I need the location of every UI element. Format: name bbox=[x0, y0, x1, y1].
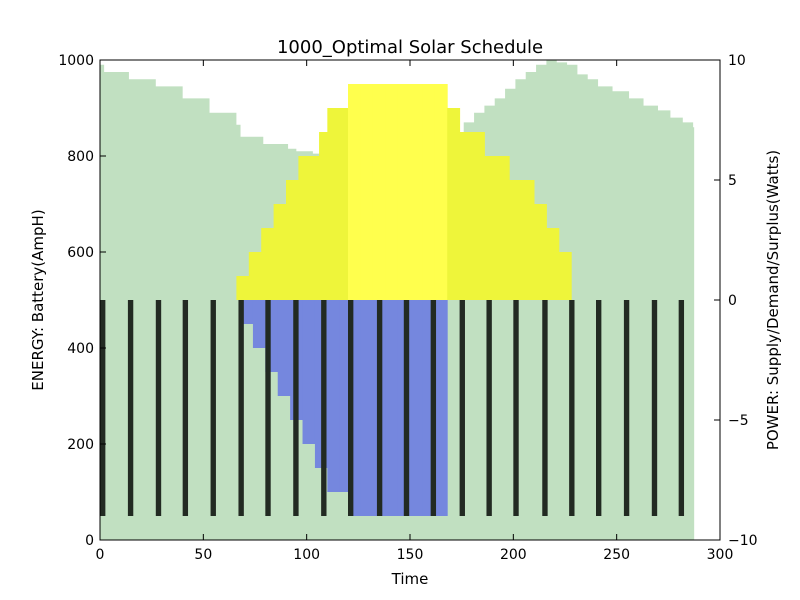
demand-bar bbox=[651, 300, 658, 516]
demand-bar bbox=[569, 300, 575, 516]
supply-bar bbox=[546, 228, 560, 300]
demand-bar bbox=[513, 300, 519, 516]
demand-bar bbox=[542, 300, 548, 516]
supply-bar bbox=[273, 204, 287, 300]
x-tick-label: 0 bbox=[96, 547, 105, 563]
demand-bar bbox=[238, 300, 244, 516]
y-axis-left-label: ENERGY: Battery(AmpH) bbox=[29, 209, 47, 390]
supply-bar bbox=[459, 132, 473, 300]
x-tick-label: 100 bbox=[293, 547, 320, 563]
surplus-bar bbox=[410, 300, 423, 516]
y-right-tick-label: −5 bbox=[728, 413, 749, 429]
surplus-bar bbox=[252, 300, 266, 348]
y-right-tick-label: −10 bbox=[728, 533, 758, 549]
supply-bar bbox=[385, 84, 399, 300]
y-left-tick-label: 0 bbox=[85, 533, 94, 549]
y-right-tick-label: 5 bbox=[728, 173, 737, 189]
demand-bar bbox=[376, 300, 383, 516]
x-tick-label: 150 bbox=[397, 547, 424, 563]
supply-bar bbox=[472, 132, 485, 300]
x-tick-label: 200 bbox=[500, 547, 527, 563]
surplus-bar bbox=[434, 300, 448, 516]
y-axis-right-label: POWER: Supply/Demand/Surplus(Watts) bbox=[764, 150, 782, 450]
y-right-tick-label: 0 bbox=[728, 293, 737, 309]
demand-bar bbox=[486, 300, 492, 516]
supply-bar bbox=[248, 252, 262, 300]
y-left-tick-label: 800 bbox=[67, 149, 94, 165]
y-right-tick-label: 10 bbox=[728, 53, 746, 69]
surplus-bar bbox=[385, 300, 399, 516]
demand-bar bbox=[678, 300, 685, 516]
supply-bar bbox=[496, 156, 510, 300]
demand-bar bbox=[430, 300, 437, 516]
supply-bar bbox=[372, 84, 386, 300]
supply-bar bbox=[484, 156, 498, 300]
supply-bar bbox=[434, 84, 448, 300]
supply-bar bbox=[509, 180, 523, 300]
surplus-bar bbox=[360, 300, 374, 516]
demand-bar bbox=[348, 300, 354, 516]
supply-bar bbox=[327, 108, 341, 300]
x-tick-label: 50 bbox=[194, 547, 212, 563]
demand-bar bbox=[596, 300, 602, 516]
y-left-tick-label: 400 bbox=[67, 341, 94, 357]
supply-bar bbox=[534, 204, 547, 300]
surplus-bar bbox=[277, 300, 291, 396]
x-axis-label: Time bbox=[391, 570, 429, 588]
supply-bar bbox=[360, 84, 374, 300]
supply-bar bbox=[261, 228, 275, 300]
y-left-tick-label: 600 bbox=[67, 245, 94, 261]
x-tick-label: 250 bbox=[603, 547, 630, 563]
chart-title: 1000_Optimal Solar Schedule bbox=[277, 37, 543, 58]
demand-bar bbox=[293, 300, 299, 516]
supply-bar bbox=[236, 276, 250, 300]
demand-bar bbox=[265, 300, 271, 516]
demand-bar bbox=[210, 300, 216, 516]
supply-bar bbox=[422, 84, 436, 300]
y-left-tick-label: 1000 bbox=[58, 53, 94, 69]
supply-bar bbox=[558, 252, 572, 300]
supply-bar bbox=[410, 84, 423, 300]
supply-bar bbox=[286, 180, 299, 300]
demand-bar bbox=[100, 300, 106, 516]
supply-bar bbox=[521, 180, 535, 300]
supply-bar bbox=[447, 108, 461, 300]
supply-bar bbox=[348, 84, 361, 300]
x-tick-label: 300 bbox=[707, 547, 734, 563]
surplus-bar bbox=[327, 300, 341, 492]
demand-bar bbox=[623, 300, 630, 516]
axes: 0 50 100 150 200 250 30002004006008001000−10−5… bbox=[58, 53, 757, 563]
plot-area bbox=[100, 60, 695, 540]
supply-bar bbox=[298, 156, 312, 300]
y-left-tick-label: 200 bbox=[67, 437, 94, 453]
demand-bar bbox=[459, 300, 465, 516]
surplus-bar bbox=[302, 300, 316, 444]
demand-bar bbox=[155, 300, 162, 516]
demand-bar bbox=[127, 300, 134, 516]
demand-bar bbox=[403, 300, 410, 516]
supply-bar bbox=[397, 84, 411, 300]
demand-bar bbox=[182, 300, 189, 516]
demand-bar bbox=[321, 300, 327, 516]
